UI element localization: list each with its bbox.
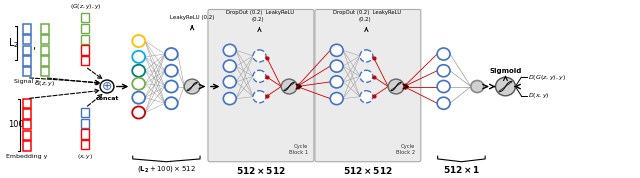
Text: (0.2): (0.2) (358, 17, 371, 22)
Text: $D(x,y)$: $D(x,y)$ (528, 91, 550, 100)
Circle shape (437, 80, 450, 93)
Circle shape (360, 70, 373, 82)
Circle shape (132, 65, 145, 77)
Circle shape (223, 44, 236, 56)
Circle shape (330, 44, 343, 56)
Circle shape (132, 78, 145, 90)
Bar (41, 24, 49, 34)
Bar (23, 67, 31, 76)
Circle shape (437, 97, 450, 109)
Text: concat: concat (95, 96, 118, 101)
Bar (81, 35, 89, 44)
Text: Cycle
Block 1: Cycle Block 1 (289, 144, 308, 155)
Text: 100: 100 (8, 120, 24, 129)
Circle shape (184, 79, 200, 94)
Bar (41, 46, 49, 55)
Text: DropOut (0.2)  LeakyReLU: DropOut (0.2) LeakyReLU (333, 10, 401, 15)
Text: Sigmoid: Sigmoid (489, 67, 522, 74)
Text: Cycle
Block 2: Cycle Block 2 (396, 144, 415, 155)
Bar (81, 129, 89, 138)
Bar (23, 46, 31, 55)
FancyBboxPatch shape (315, 9, 421, 162)
Text: $\oplus$: $\oplus$ (101, 80, 113, 93)
Text: $D(G(z,y),y)$: $D(G(z,y),y)$ (528, 73, 566, 82)
Circle shape (223, 93, 236, 105)
Text: $(G(z,y),y)$: $(G(z,y),y)$ (70, 2, 101, 11)
Text: $G(z,y)$: $G(z,y)$ (34, 79, 55, 88)
Circle shape (330, 76, 343, 88)
Bar (41, 35, 49, 44)
Bar (23, 120, 31, 129)
Circle shape (437, 65, 450, 77)
Bar (23, 141, 31, 151)
Circle shape (165, 48, 178, 60)
Circle shape (132, 92, 145, 104)
Text: Embedding y: Embedding y (6, 154, 47, 159)
Circle shape (471, 80, 484, 93)
Circle shape (330, 60, 343, 72)
Circle shape (132, 35, 145, 47)
Circle shape (281, 79, 297, 94)
Text: Signal x: Signal x (14, 79, 39, 84)
Text: (0.2): (0.2) (251, 17, 264, 22)
Bar (81, 24, 89, 33)
Text: LeakyReLU (0.2): LeakyReLU (0.2) (170, 15, 214, 20)
Bar (81, 119, 89, 128)
Circle shape (330, 93, 343, 105)
Bar (23, 35, 31, 44)
Circle shape (360, 91, 373, 103)
Bar (23, 109, 31, 119)
Text: $\rm L_2$: $\rm L_2$ (8, 36, 19, 50)
Text: $(\mathbf{L_2}+100)\times512$: $(\mathbf{L_2}+100)\times512$ (137, 164, 196, 174)
Bar (81, 56, 89, 65)
Bar (81, 45, 89, 54)
FancyBboxPatch shape (208, 9, 314, 162)
Text: DropOut (0.2)  LeakyReLU: DropOut (0.2) LeakyReLU (226, 10, 294, 15)
Circle shape (253, 50, 266, 62)
Bar (81, 140, 89, 149)
Circle shape (100, 80, 114, 93)
Text: ,: , (33, 41, 36, 51)
Circle shape (253, 70, 266, 82)
Bar (81, 13, 89, 22)
Circle shape (132, 106, 145, 119)
Circle shape (253, 91, 266, 103)
Circle shape (495, 77, 515, 96)
Text: $\mathbf{512\times1}$: $\mathbf{512\times1}$ (443, 164, 480, 175)
Bar (81, 108, 89, 117)
Text: $\mathbf{512\times512}$: $\mathbf{512\times512}$ (236, 164, 286, 176)
Circle shape (360, 50, 373, 62)
Circle shape (437, 48, 450, 60)
Circle shape (132, 51, 145, 63)
Text: $(x,y)$: $(x,y)$ (77, 152, 93, 161)
Bar (41, 67, 49, 76)
Bar (23, 131, 31, 140)
Bar (23, 56, 31, 66)
Circle shape (223, 60, 236, 72)
Circle shape (165, 80, 178, 93)
Circle shape (223, 76, 236, 88)
Circle shape (388, 79, 404, 94)
Circle shape (165, 65, 178, 77)
Bar (41, 56, 49, 66)
Bar (23, 99, 31, 108)
Circle shape (165, 97, 178, 109)
Text: $\mathbf{512\times512}$: $\mathbf{512\times512}$ (343, 164, 393, 176)
Bar (23, 24, 31, 34)
